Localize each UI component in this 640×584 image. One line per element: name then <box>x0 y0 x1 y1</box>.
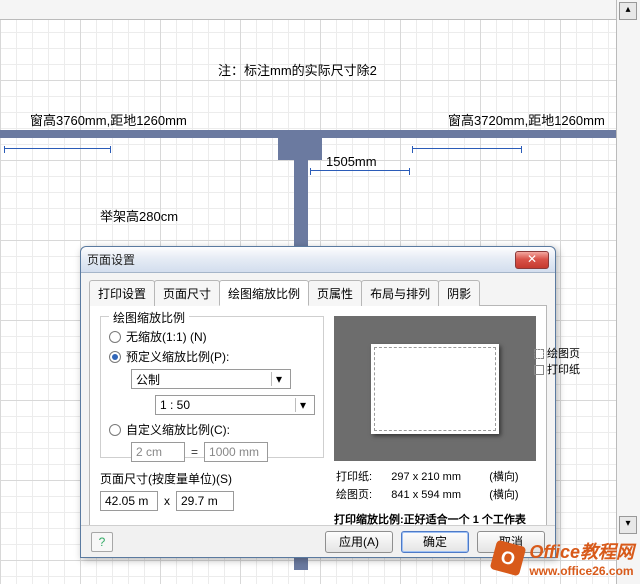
dialog-titlebar[interactable]: 页面设置 ✕ <box>81 247 555 273</box>
predef-ratio-select[interactable]: 1 : 50 ▾ <box>155 395 315 415</box>
tab-layout[interactable]: 布局与排列 <box>361 280 439 306</box>
tab-print-setup[interactable]: 打印设置 <box>89 280 155 306</box>
page-width-input[interactable]: 42.05 m <box>100 491 158 511</box>
dialog-tabs: 打印设置 页面尺寸 绘图缩放比例 页属性 布局与排列 阴影 <box>81 273 555 305</box>
legend-print-swatch <box>534 365 544 375</box>
custom-eq: = <box>191 445 198 459</box>
scroll-up-button[interactable]: ▴ <box>619 2 637 20</box>
tab-page-size[interactable]: 页面尺寸 <box>154 280 220 306</box>
dialog-panel: 绘图缩放比例 无缩放(1:1) (N) 预定义缩放比例(P): 公制▾ 1 <box>89 306 547 538</box>
tab-page-props[interactable]: 页属性 <box>308 280 362 306</box>
page-size-label: 页面尺寸(按度量单位)(S) <box>100 470 324 487</box>
info-table: 打印纸: 297 x 210 mm (横向) 绘图页: 841 x 594 mm… <box>334 467 536 505</box>
custom-right-input[interactable]: 1000 mm <box>204 442 268 462</box>
radio-custom[interactable] <box>109 424 121 436</box>
ruler-right: ▴ ▾ <box>616 0 640 584</box>
info-printer-orient: (横向) <box>489 469 534 485</box>
ruler-top <box>0 0 616 20</box>
dialog-title: 页面设置 <box>87 251 515 268</box>
radio-predef-label: 预定义缩放比例(P): <box>126 348 229 365</box>
watermark-line1: Office教程网 <box>529 538 634 564</box>
close-button[interactable]: ✕ <box>515 251 549 269</box>
dim-1505-label: 1505mm <box>326 154 377 169</box>
beam-height-label: 举架高280cm <box>100 206 178 225</box>
info-printer-label: 打印纸: <box>336 469 389 485</box>
note-text: 注：标注mm的实际尺寸除2 <box>218 60 377 79</box>
legend-draw-swatch <box>534 349 544 359</box>
watermark: O Office教程网 www.office26.com <box>493 538 634 578</box>
watermark-logo: O <box>490 540 527 577</box>
preview-paper <box>371 344 499 434</box>
apply-button[interactable]: 应用(A) <box>325 531 393 553</box>
predef-unit-value: 公制 <box>136 371 160 388</box>
legend-draw-label: 绘图页 <box>547 346 580 362</box>
page-x: x <box>164 494 170 508</box>
radio-noscale[interactable] <box>109 331 121 343</box>
preview-legend: 绘图页 打印纸 <box>534 346 580 378</box>
info-printer-value: 297 x 210 mm <box>391 469 487 485</box>
print-preview: 绘图页 打印纸 <box>334 316 536 461</box>
predef-unit-select[interactable]: 公制 ▾ <box>131 369 291 389</box>
wall-joint <box>278 130 322 160</box>
radio-predef[interactable] <box>109 351 121 363</box>
radio-noscale-row[interactable]: 无缩放(1:1) (N) <box>109 328 315 345</box>
legend-print-label: 打印纸 <box>547 362 580 378</box>
window-left-label: 窗高3760mm,距地1260mm <box>30 110 187 129</box>
tab-shadow[interactable]: 阴影 <box>438 280 480 306</box>
window-right-label: 窗高3720mm,距地1260mm <box>448 110 605 129</box>
custom-left-input[interactable]: 2 cm <box>131 442 185 462</box>
radio-noscale-label: 无缩放(1:1) (N) <box>126 328 207 345</box>
tab-scale[interactable]: 绘图缩放比例 <box>219 280 309 306</box>
wall-left <box>0 130 280 138</box>
chevron-down-icon: ▾ <box>271 372 286 386</box>
scale-group: 绘图缩放比例 无缩放(1:1) (N) 预定义缩放比例(P): 公制▾ 1 <box>100 316 324 458</box>
dim-line-1505 <box>310 170 410 171</box>
chevron-down-icon: ▾ <box>295 398 310 412</box>
scale-group-title: 绘图缩放比例 <box>109 309 189 326</box>
ok-button[interactable]: 确定 <box>401 531 469 553</box>
radio-predef-row[interactable]: 预定义缩放比例(P): <box>109 348 315 365</box>
info-draw-label: 绘图页: <box>336 487 389 503</box>
page-setup-dialog: 页面设置 ✕ 打印设置 页面尺寸 绘图缩放比例 页属性 布局与排列 阴影 绘图缩… <box>80 246 556 558</box>
wall-right <box>320 130 616 138</box>
radio-custom-row[interactable]: 自定义缩放比例(C): <box>109 421 315 438</box>
page-size-block: 页面尺寸(按度量单位)(S) 42.05 m x 29.7 m <box>100 470 324 511</box>
help-button[interactable]: ? <box>91 532 113 552</box>
dialog-footer: ? 应用(A) 确定 取消 <box>81 525 555 557</box>
scroll-down-button[interactable]: ▾ <box>619 516 637 534</box>
page-height-input[interactable]: 29.7 m <box>176 491 234 511</box>
watermark-line2: www.office26.com <box>529 564 634 578</box>
dim-line-left <box>4 148 111 149</box>
dim-line-right <box>412 148 522 149</box>
info-draw-value: 841 x 594 mm <box>391 487 487 503</box>
radio-custom-label: 自定义缩放比例(C): <box>126 421 230 438</box>
info-draw-orient: (横向) <box>489 487 534 503</box>
predef-ratio-value: 1 : 50 <box>160 398 190 412</box>
